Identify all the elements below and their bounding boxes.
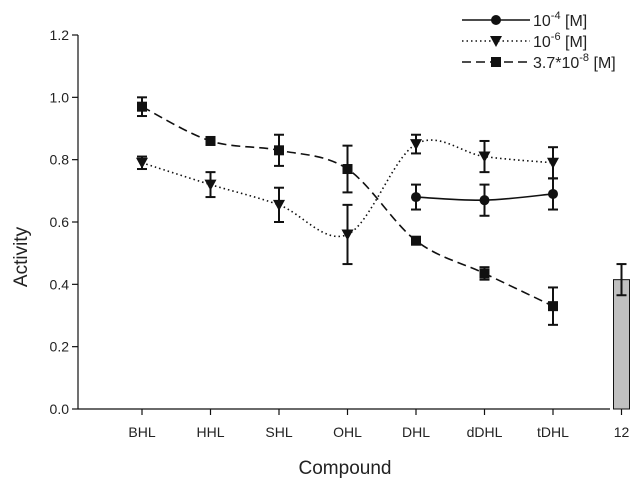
data-point <box>204 179 217 191</box>
x-axis-title: Compound <box>299 458 392 479</box>
data-point <box>547 157 559 169</box>
y-tick-label: 1.2 <box>50 27 70 43</box>
x-tick-label: BHL <box>128 424 155 440</box>
data-point <box>479 195 490 206</box>
y-tick-label: 0.6 <box>50 214 70 230</box>
data-point <box>274 145 284 156</box>
series-2 <box>136 133 559 266</box>
data-point <box>342 164 353 175</box>
data-point <box>137 101 147 112</box>
series-3 <box>137 96 558 326</box>
series-1 <box>411 177 558 217</box>
y-axis-title: Activity <box>11 226 32 287</box>
legend-marker <box>490 36 502 47</box>
data-point <box>410 139 422 151</box>
legend-label: 10-6 [M] <box>533 31 587 51</box>
data-point <box>479 268 490 279</box>
legend-label: 10-4 [M] <box>533 10 587 30</box>
data-point <box>273 199 285 211</box>
x-tick-label: dDHL <box>467 424 503 440</box>
bars <box>613 263 630 410</box>
y-tick-label: 0.0 <box>50 401 70 417</box>
legend-marker <box>491 15 501 25</box>
data-point <box>411 235 421 246</box>
x-tick-label: SHL <box>265 424 292 440</box>
data-point <box>136 157 148 169</box>
legend-item-2: 10-6 [M] <box>462 31 587 51</box>
y-tick-label: 0.2 <box>50 339 70 355</box>
x-ticks: BHL HHL SHL OHL DHL dDHL tDHL 12 <box>128 409 629 440</box>
data-point <box>341 229 354 241</box>
y-tick-label: 0.4 <box>50 276 70 292</box>
data-point <box>205 135 216 146</box>
y-tick-label: 1.0 <box>50 89 70 105</box>
x-tick-label: OHL <box>333 424 362 440</box>
y-tick-label: 0.8 <box>50 152 70 168</box>
legend: 10-4 [M]10-6 [M]3.7*10-8 [M] <box>462 10 616 72</box>
x-tick-label: DHL <box>402 424 430 440</box>
data-point <box>548 188 558 199</box>
data-point <box>411 192 421 203</box>
axes <box>77 35 610 410</box>
legend-label: 3.7*10-8 [M] <box>533 52 616 72</box>
data-point <box>478 151 491 163</box>
x-tick-label: 12 <box>614 424 630 440</box>
data-point <box>548 301 558 312</box>
x-tick-label: tDHL <box>537 424 569 440</box>
bar-12 <box>613 279 630 410</box>
legend-item-3: 3.7*10-8 [M] <box>462 52 616 72</box>
legend-marker <box>491 57 501 67</box>
series <box>136 96 559 326</box>
y-ticks: 0.0 0.2 0.4 0.6 0.8 1.0 1.2 <box>50 27 78 417</box>
legend-item-1: 10-4 [M] <box>462 10 587 30</box>
x-tick-label: HHL <box>196 424 224 440</box>
